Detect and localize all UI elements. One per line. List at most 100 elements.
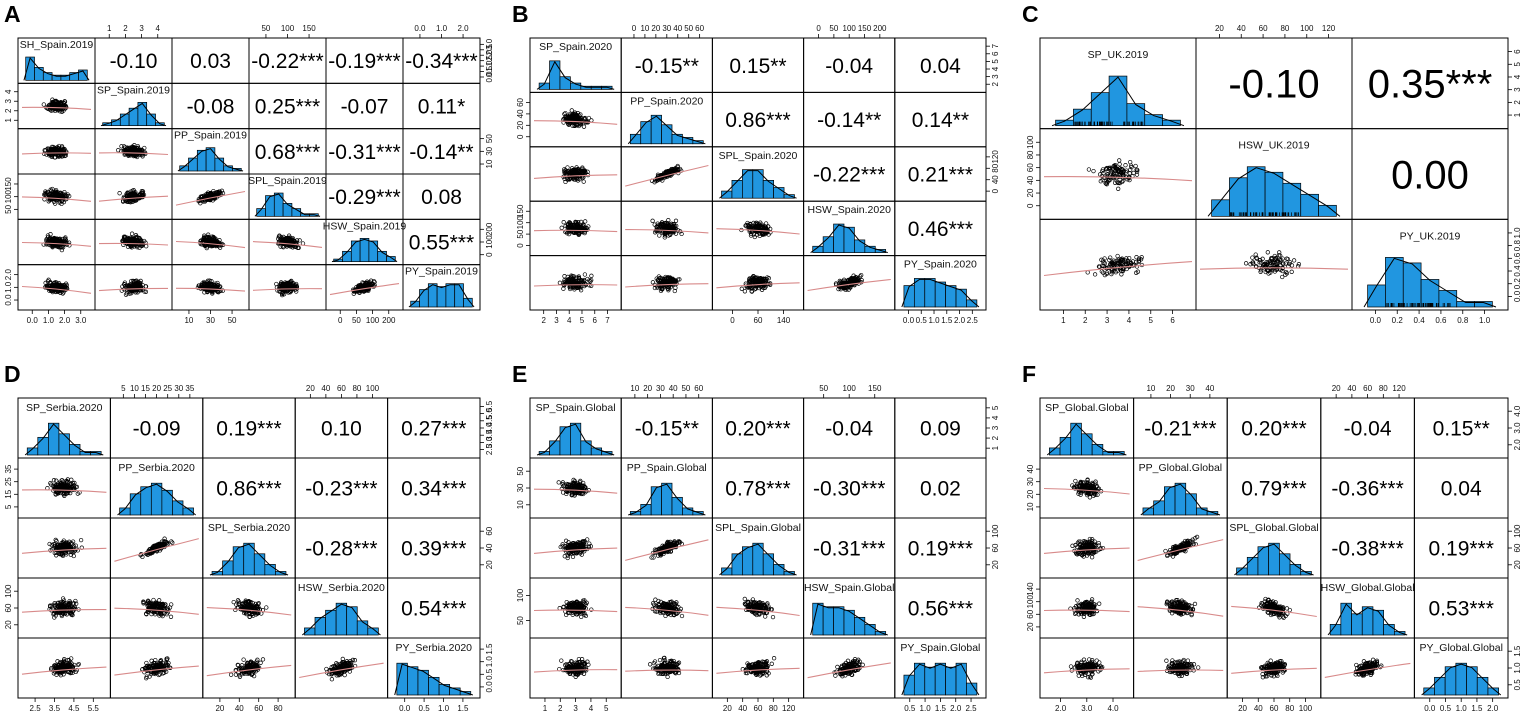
correlation-value: -0.10 xyxy=(110,50,158,73)
histogram-bar xyxy=(1144,114,1163,127)
tick-label: 40 xyxy=(673,24,682,33)
tick-label: 40 xyxy=(991,175,1000,184)
variable-label: HSW_UK.2019 xyxy=(1238,140,1309,152)
scatter-point xyxy=(46,199,51,204)
cell-r4-c3 xyxy=(248,218,327,266)
correlation-value: 0.15** xyxy=(729,55,786,78)
cell-r0-c4: 0.04 xyxy=(894,37,987,93)
tick-label: 3 xyxy=(991,74,1000,79)
cell-r3-c3: SPL_Spain.2019 xyxy=(248,173,327,220)
scatter-point xyxy=(207,280,212,285)
scatter-point xyxy=(124,193,130,198)
scatter-point xyxy=(46,234,51,240)
histogram-bar xyxy=(129,493,142,516)
tick-label: 0.8 xyxy=(1457,316,1469,325)
histogram-bar xyxy=(265,195,275,217)
cell-r1-c3: -0.14** xyxy=(803,91,896,148)
histogram-bar xyxy=(350,240,361,263)
tick-label: 30 xyxy=(206,316,215,325)
cell-r1-c0 xyxy=(1039,128,1197,220)
tick-label: 3 xyxy=(1513,87,1522,92)
scatter-point xyxy=(135,285,140,290)
cell-r4-c4: PY_Spain.2020 xyxy=(894,255,987,311)
tick-label: 0.0 xyxy=(27,316,39,325)
tick-label: 0.6 xyxy=(1513,252,1522,264)
tick-label: 3.0 xyxy=(75,316,87,325)
scatter-point xyxy=(57,284,62,289)
correlation-value: 0.34*** xyxy=(401,478,466,501)
tick-label: 5 xyxy=(1513,62,1522,67)
tick-label: 10 xyxy=(485,159,494,168)
cell-r5-c2 xyxy=(171,264,250,311)
tick-label: 2 xyxy=(541,316,546,325)
panel-letter: D xyxy=(4,361,21,387)
histogram-bar xyxy=(924,278,936,308)
tick-label: 0 xyxy=(816,24,821,33)
tick-label: 1.0 xyxy=(4,281,13,293)
smoothing-line xyxy=(175,190,246,206)
smoothing-line xyxy=(98,195,169,202)
scatter-point xyxy=(283,238,289,244)
scatter-point xyxy=(120,284,125,289)
cell-r2-c0 xyxy=(17,517,111,579)
cell-r1-c2: -0.08 xyxy=(171,82,250,130)
scatter-point xyxy=(122,234,128,239)
correlation-value: -0.22*** xyxy=(813,164,885,187)
smoothing-line xyxy=(175,287,246,292)
cell-r2-c3: -0.22*** xyxy=(803,146,896,202)
scatter-point xyxy=(62,236,67,241)
histogram-bar xyxy=(34,67,44,81)
tick-label: 100 xyxy=(366,316,380,325)
tick-label: 50 xyxy=(261,24,270,33)
tick-label: 2.0 xyxy=(59,316,71,325)
cell-r5-c1 xyxy=(94,264,173,311)
histogram-bar xyxy=(1229,177,1248,217)
histogram-bar xyxy=(833,223,845,253)
cell-r3-c0 xyxy=(17,173,96,220)
tick-label: 30 xyxy=(485,146,494,155)
scatter-point xyxy=(133,233,139,238)
correlation-value: 0.11* xyxy=(418,96,466,119)
variable-label: PY_Spain.2019 xyxy=(405,266,478,278)
scatter-point xyxy=(290,243,296,248)
variable-label: SP_UK.2019 xyxy=(1088,49,1149,61)
cell-r1-c0 xyxy=(529,91,622,148)
tick-label: 0 xyxy=(730,316,735,325)
scatter-point xyxy=(290,236,296,241)
panel-b: BSP_Spain.2020-0.15** 0.15** -0.04 0.04PP_S… xyxy=(512,1,1000,325)
cell-r0-c2: 0.35*** xyxy=(1351,37,1509,130)
scatter-point xyxy=(130,278,136,284)
histogram-bar xyxy=(69,444,81,456)
cell-r4-c4: HSW_Spain.2019 xyxy=(323,218,406,266)
variable-label: PY_Spain.2020 xyxy=(904,259,977,271)
scatter-point xyxy=(134,287,140,292)
tick-label: 200 xyxy=(873,24,887,33)
scatter-point xyxy=(650,218,655,223)
variable-label: SH_Spain.2019 xyxy=(20,39,94,51)
cell-r3-c1 xyxy=(94,173,173,220)
tick-label: 5 xyxy=(991,59,1000,64)
tick-label: 0 xyxy=(516,243,525,248)
tick-label: 2 xyxy=(1083,316,1088,325)
scatter-point xyxy=(274,281,279,287)
scatter-point xyxy=(217,189,223,194)
scatter-point xyxy=(582,272,588,277)
tick-label: 150 xyxy=(516,204,525,218)
histogram-bar xyxy=(214,157,225,172)
scatter-point xyxy=(277,233,282,238)
histogram-bar xyxy=(762,180,774,199)
histogram-bar xyxy=(913,278,926,308)
histogram-bar xyxy=(359,238,370,263)
cell-r1-c3: -0.23*** xyxy=(294,457,389,519)
tick-label: 20 xyxy=(651,24,660,33)
cell-r5-c3 xyxy=(248,264,327,311)
scatter-point xyxy=(206,232,211,237)
scatter-point xyxy=(53,191,59,196)
scatter-point xyxy=(56,153,61,158)
scatter-point xyxy=(197,285,203,290)
histogram-bar xyxy=(661,124,673,145)
tick-label: 100 xyxy=(1300,24,1314,33)
scatter-point xyxy=(1250,255,1255,260)
tick-label: 4 xyxy=(4,89,13,94)
scatter-point xyxy=(559,225,564,230)
